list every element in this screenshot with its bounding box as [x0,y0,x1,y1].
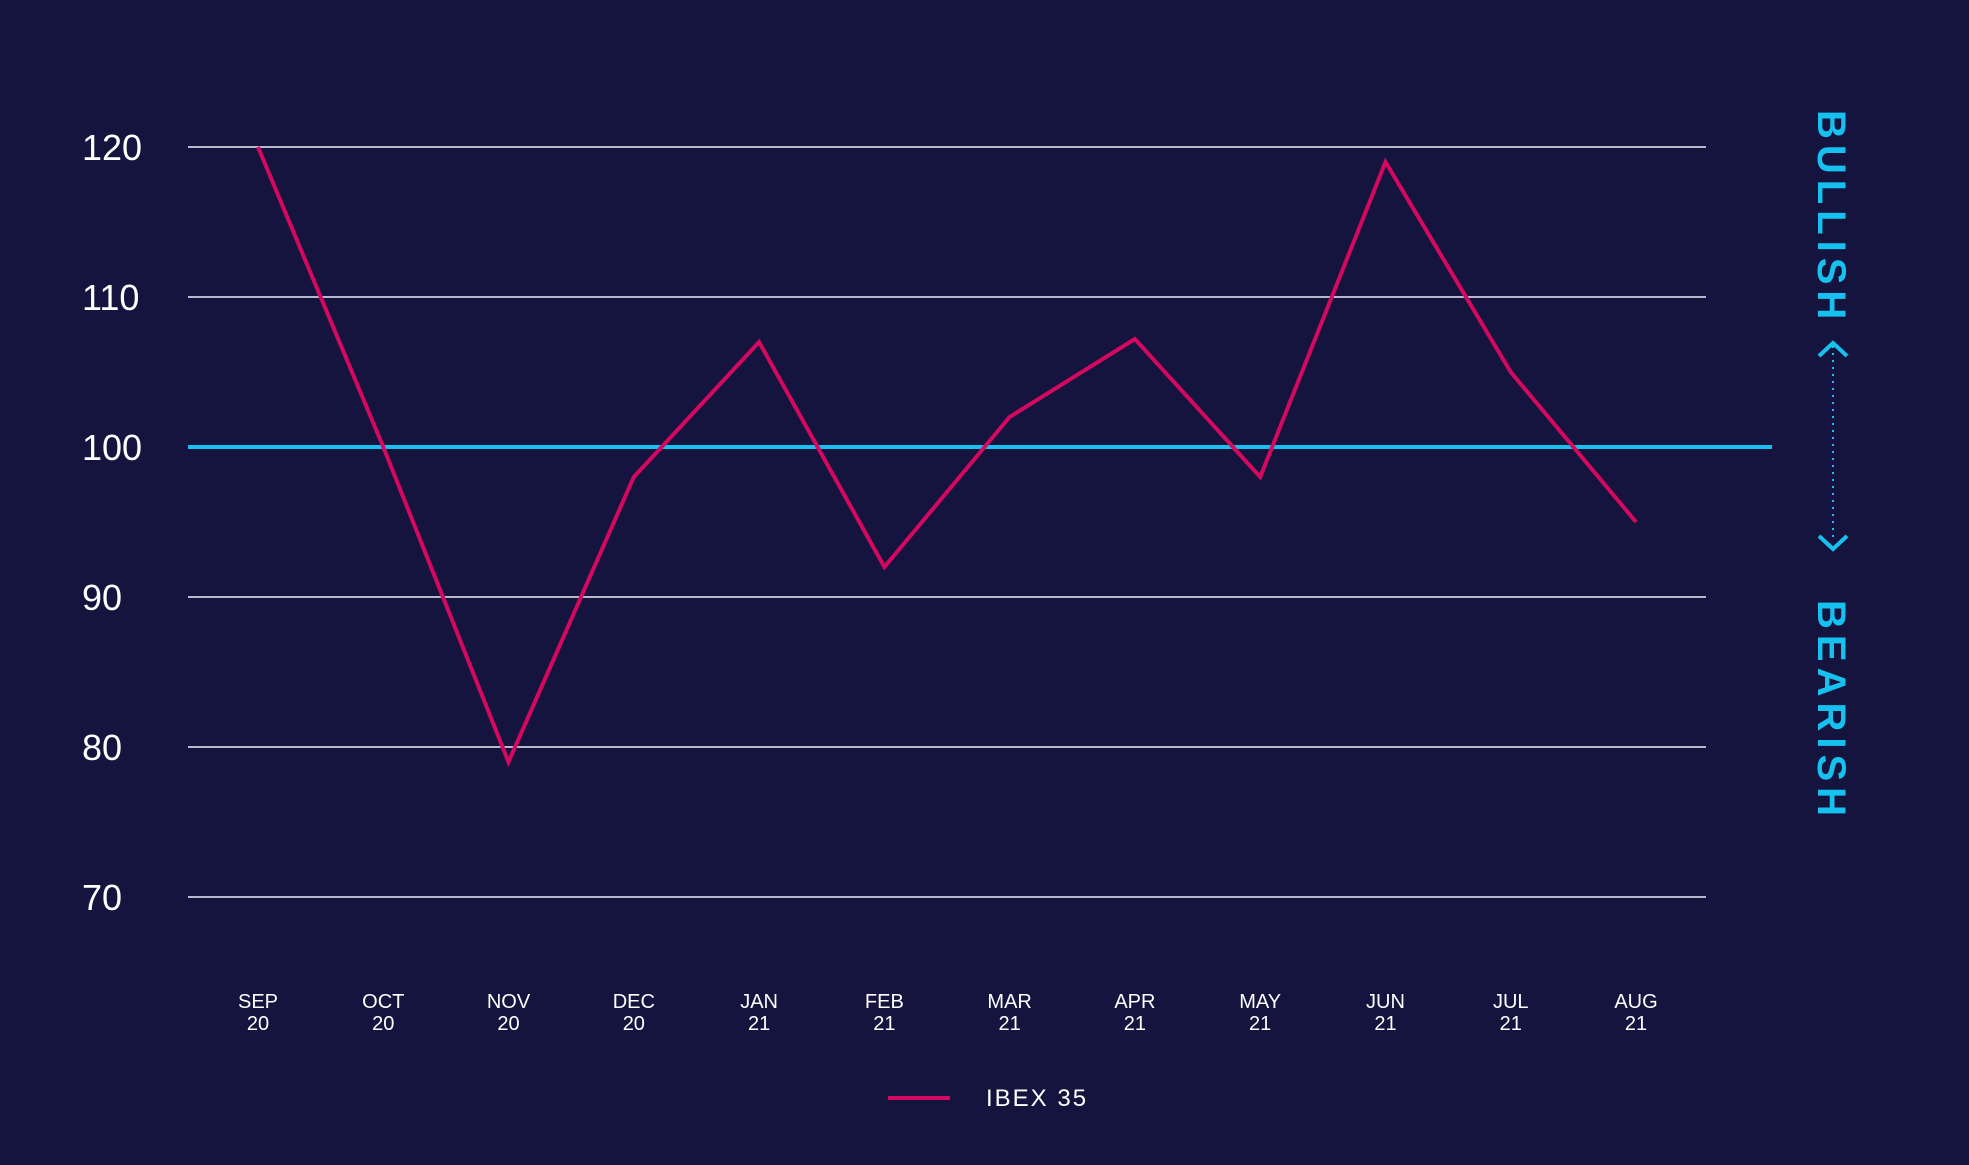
x-tick-year-jul-21: 21 [1500,1013,1522,1035]
legend-label-ibex-35: IBEX 35 [986,1085,1088,1112]
x-tick-month-may-21: MAY [1239,991,1281,1013]
bullish-label: BULLISH [1809,110,1853,325]
x-tick-year-mar-21: 21 [999,1013,1021,1035]
x-axis-ticks: SEP20OCT20NOV20DEC20JAN21FEB21MAR21APR21… [238,991,1658,1035]
gridlines [188,146,1706,898]
legend: IBEX 35 [888,1085,1088,1112]
x-tick-month-nov-20: NOV [487,991,531,1013]
x-tick-year-feb-21: 21 [873,1013,895,1035]
x-tick-year-oct-20: 20 [372,1013,394,1035]
x-tick-year-apr-21: 21 [1124,1013,1146,1035]
x-tick-month-jul-21: JUL [1493,991,1529,1013]
x-tick-year-dec-20: 20 [623,1013,645,1035]
y-tick-label-80: 80 [82,727,122,768]
x-tick-month-dec-20: DEC [613,991,655,1013]
x-tick-month-mar-21: MAR [987,991,1031,1013]
x-tick-month-jun-21: JUN [1366,991,1405,1013]
y-tick-label-110: 110 [82,277,139,318]
sentiment-indicator: BULLISH BEARISH [1809,110,1853,822]
bearish-label: BEARISH [1809,600,1853,822]
x-tick-month-jan-21: JAN [740,991,778,1013]
y-tick-label-90: 90 [82,577,122,618]
y-tick-label-120: 120 [82,127,142,168]
chevron-down-icon [1817,534,1849,552]
series-lines [256,146,1638,768]
x-tick-month-oct-20: OCT [362,991,404,1013]
y-axis-ticks: 70 80 90 100 110 120 [82,127,142,918]
x-tick-month-aug-21: AUG [1614,991,1657,1013]
chevron-up-icon [1817,340,1849,358]
x-tick-year-jan-21: 21 [748,1013,770,1035]
x-tick-year-sep-20: 20 [247,1013,269,1035]
series-line-ibex-35 [256,146,1638,768]
x-tick-month-sep-20: SEP [238,991,278,1013]
x-tick-month-apr-21: APR [1114,991,1155,1013]
x-tick-year-may-21: 21 [1249,1013,1271,1035]
x-tick-month-feb-21: FEB [865,991,904,1013]
y-tick-label-70: 70 [82,877,122,918]
x-tick-year-aug-21: 21 [1625,1013,1647,1035]
x-tick-year-jun-21: 21 [1374,1013,1396,1035]
y-tick-label-100: 100 [82,427,142,468]
x-tick-year-nov-20: 20 [497,1013,519,1035]
